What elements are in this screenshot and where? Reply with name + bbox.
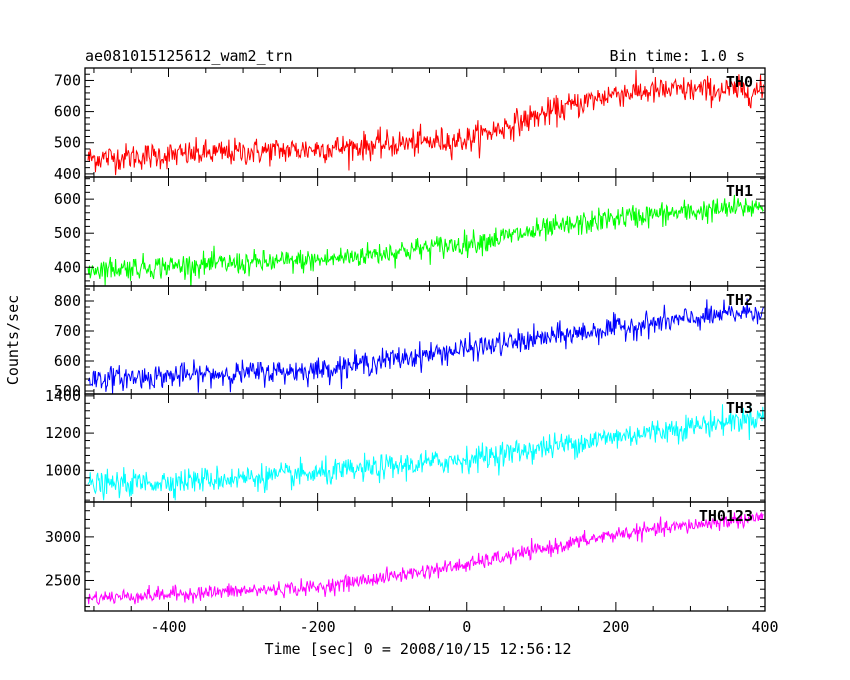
y-tick-label: 500 (54, 224, 81, 242)
y-tick-label: 500 (54, 134, 81, 152)
y-tick-label: 600 (54, 190, 81, 208)
x-axis-label: Time [sec] 0 = 2008/10/15 12:56:12 (264, 640, 571, 658)
y-tick-label: 1000 (45, 461, 81, 479)
x-tick-label: 400 (751, 618, 778, 636)
panels-group: 400 500 600 700 TH0 400 500 600 TH1 500 600 700 800 T… (45, 67, 766, 612)
panel-frame (84, 176, 766, 287)
panel-th0123: 2500 3000 TH0123 (45, 501, 766, 612)
series-th0 (87, 69, 765, 176)
panel-th3: 1000 1200 1400 TH3 (45, 387, 766, 503)
x-tick-label: -200 (300, 618, 336, 636)
series-th2 (87, 298, 764, 394)
panel-label-th1: TH1 (726, 182, 753, 200)
panel-label-th2: TH2 (726, 291, 753, 309)
y-tick-label: 700 (54, 71, 81, 89)
x-tick-label: 200 (602, 618, 629, 636)
panel-label-th0123: TH0123 (699, 507, 753, 525)
panel-frame (84, 501, 766, 612)
y-tick-label: 1400 (45, 387, 81, 405)
y-tick-label: 600 (54, 103, 81, 121)
panel-th2: 500 600 700 800 TH2 (54, 285, 766, 400)
x-tick-label: -400 (150, 618, 186, 636)
y-axis-label: Counts/sec (4, 295, 22, 385)
series-th1 (87, 194, 764, 286)
y-tick-label: 400 (54, 165, 81, 183)
x-axis: -400 -200 0 200 400 (150, 618, 778, 636)
y-tick-label: 500 (54, 382, 81, 400)
y-tick-label: 800 (54, 292, 81, 310)
x-tick-label: 0 (462, 618, 471, 636)
y-tick-label: 700 (54, 322, 81, 340)
series-th3 (87, 404, 765, 501)
y-tick-label: 400 (54, 258, 81, 276)
panel-frame (84, 285, 766, 395)
y-tick-label: 2500 (45, 571, 81, 589)
chart-title: ae081015125612_wam2_trn (85, 47, 293, 65)
y-tick-label: 3000 (45, 528, 81, 546)
bin-time-label: Bin time: 1.0 s (610, 47, 745, 65)
panel-th1: 400 500 600 TH1 (54, 176, 766, 287)
y-tick-label: 1200 (45, 424, 81, 442)
panel-frame (84, 67, 766, 178)
panel-label-th0: TH0 (726, 73, 753, 91)
series-th0123 (87, 511, 764, 606)
y-tick-label: 600 (54, 352, 81, 370)
panel-label-th3: TH3 (726, 399, 753, 417)
panel-th0: 400 500 600 700 TH0 (54, 67, 766, 183)
